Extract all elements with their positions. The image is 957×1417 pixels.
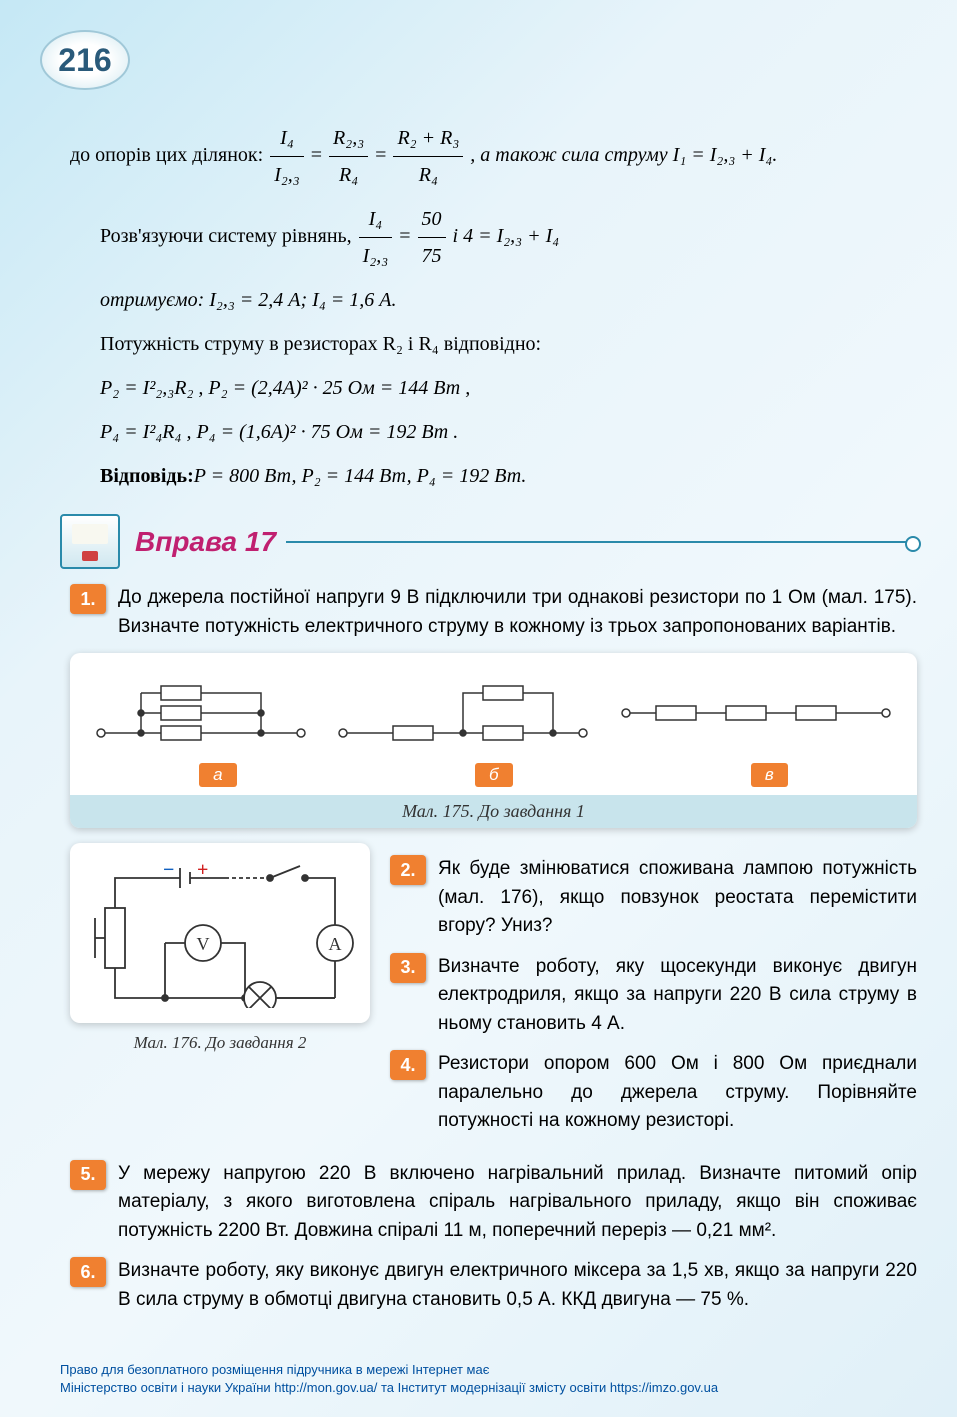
exercise-number: 4. (390, 1050, 426, 1080)
footer: Право для безоплатного розміщення підруч… (60, 1361, 917, 1397)
solution-line-5: P₂ = I²₂,₃R₂ , P₂ = (2,4А)² · 25 Ом = 14… (70, 370, 917, 406)
circuit-c (616, 673, 896, 753)
exercise-2: 2. Як буде змінюватися споживана лампою … (390, 855, 917, 941)
circuit-label-b: б (475, 763, 513, 787)
exercise-number: 3. (390, 953, 426, 983)
figure-175: а б в Мал. 175. До завдання 1 (70, 653, 917, 828)
section-divider (286, 541, 917, 543)
page-number: 216 (40, 30, 130, 90)
text: до опорів цих ділянок: (70, 144, 268, 166)
solution-line-2: Розв'язуючи систему рівнянь, I₄I₂,₃ = 50… (70, 201, 917, 274)
exercise-text: Визначте роботу, яку щосекунди виконує д… (438, 953, 917, 1039)
figure-175-caption: Мал. 175. До завдання 1 (70, 795, 917, 828)
section-title: Вправа 17 (135, 526, 276, 558)
footer-line: Міністерство освіти і науки України http… (60, 1379, 917, 1397)
text: і 4 = I₂,₃ + I₄ (453, 225, 560, 247)
solution-line-3: отримуємо: I₂,₃ = 2,4 А; I₄ = 1,6 А. (70, 282, 917, 318)
solution-answer: Відповідь: P = 800 Вт, P₂ = 144 Вт, P₄ =… (70, 458, 917, 494)
meter-icon (60, 514, 120, 569)
exercise-4: 4. Резистори опором 600 Ом і 800 Ом приє… (390, 1050, 917, 1136)
circuit-label-a: а (199, 763, 236, 787)
solution-line-4: Потужність струму в резисторах R₂ і R₄ в… (70, 326, 917, 362)
page-content: до опорів цих ділянок: I₄I₂,₃ = R₂,₃R₄ =… (70, 120, 917, 1326)
exercise-text: Як буде змінюватися споживана лампою пот… (438, 855, 917, 941)
footer-line: Право для безоплатного розміщення підруч… (60, 1361, 917, 1379)
exercise-text: Резистори опором 600 Ом і 800 Ом приєдна… (438, 1050, 917, 1136)
circuit-b (333, 673, 593, 753)
circuit-label-c: в (751, 763, 788, 787)
exercise-number: 6. (70, 1257, 106, 1287)
exercise-1: 1. До джерела постійної напруги 9 В підк… (70, 584, 917, 641)
svg-text:V: V (197, 934, 210, 954)
figure-176: − + (70, 843, 370, 1023)
exercise-3: 3. Визначте роботу, яку щосекунди викону… (390, 953, 917, 1039)
section-header: Вправа 17 (60, 514, 917, 569)
text: Розв'язуючи систему рівнянь, (100, 218, 352, 254)
exercise-5: 5. У мережу напругою 220 В включено нагр… (70, 1160, 917, 1246)
figure-176-caption: Мал. 176. До завдання 2 (70, 1033, 370, 1053)
exercise-number: 1. (70, 584, 106, 614)
exercise-text: До джерела постійної напруги 9 В підключ… (118, 584, 917, 641)
exercise-text: Визначте роботу, яку виконує двигун елек… (118, 1257, 917, 1314)
solution-line-6: P₄ = I²₄R₄ , P₄ = (1,6А)² · 75 Ом = 192 … (70, 414, 917, 450)
exercise-6: 6. Визначте роботу, яку виконує двигун е… (70, 1257, 917, 1314)
exercise-number: 2. (390, 855, 426, 885)
exercise-text: У мережу напругою 220 В включено нагріва… (118, 1160, 917, 1246)
text: , а також сила струму I₁ = I₂,₃ + I₄. (470, 144, 777, 166)
circuit-a (91, 673, 311, 753)
exercise-number: 5. (70, 1160, 106, 1190)
solution-line-1: до опорів цих ділянок: I₄I₂,₃ = R₂,₃R₄ =… (70, 120, 917, 193)
svg-text:A: A (329, 934, 342, 954)
